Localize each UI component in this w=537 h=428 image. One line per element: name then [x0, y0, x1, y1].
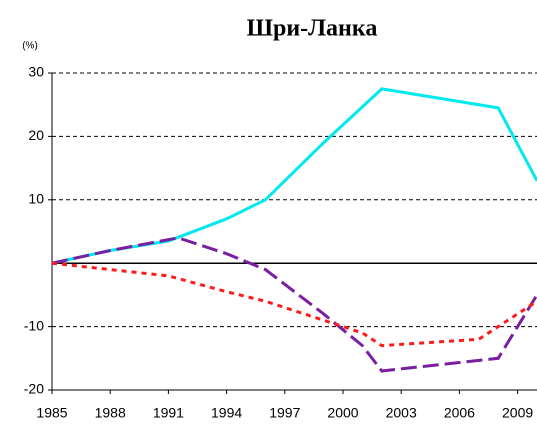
x-tick-label: 2009: [502, 405, 533, 421]
y-tick-label: -20: [24, 381, 44, 397]
series-line: [51, 87, 537, 265]
y-tick-label: 20: [28, 127, 44, 143]
x-tick-label: 1988: [95, 405, 126, 421]
y-axis-unit: (%): [22, 41, 38, 52]
y-tick-label: -10: [24, 317, 44, 333]
x-tick-label: 1985: [36, 405, 67, 421]
x-tick-label: 1994: [211, 405, 242, 421]
x-tick-label: 2006: [444, 405, 475, 421]
x-tick-label: 1991: [153, 405, 184, 421]
series-line: [51, 236, 537, 373]
y-tick-label: 30: [28, 64, 44, 80]
y-tick-label: 10: [28, 191, 44, 207]
series-line: [51, 261, 537, 348]
x-tick-label: 1997: [269, 405, 300, 421]
x-tick-label: 2000: [327, 405, 358, 421]
x-tick-label: 2003: [386, 405, 417, 421]
chart-title: Шри-Ланка: [247, 16, 378, 42]
